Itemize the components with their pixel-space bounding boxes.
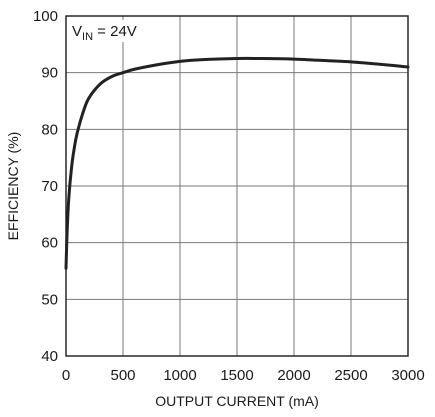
x-tick-label: 500 (110, 367, 135, 384)
annotation-main: V (72, 23, 82, 40)
x-tick-label: 1000 (163, 367, 196, 384)
x-tick-label: 3000 (391, 367, 424, 384)
annotation-subscript: IN (82, 31, 93, 43)
x-tick-label: 2000 (277, 367, 310, 384)
x-tick-label: 1500 (220, 367, 253, 384)
x-axis-label: OUTPUT CURRENT (mA) (155, 393, 319, 409)
y-tick-labels: 40 50 60 70 80 90 100 (33, 8, 58, 365)
annotation-value: = 24V (93, 23, 137, 40)
efficiency-curve (64, 56, 410, 270)
y-axis-label: EFFICIENCY (%) (5, 132, 21, 241)
y-tick-label: 100 (33, 8, 58, 25)
plot-frame (65, 15, 409, 357)
x-tick-label: 2500 (334, 367, 367, 384)
y-tick-label: 70 (41, 178, 58, 195)
grid-lines (65, 15, 409, 357)
vin-annotation: VIN = 24V (72, 23, 137, 43)
y-tick-label: 40 (41, 348, 58, 365)
annotation-background (69, 20, 149, 42)
y-tick-label: 90 (41, 65, 58, 82)
y-tick-label: 80 (41, 121, 58, 138)
y-tick-label: 60 (41, 235, 58, 252)
x-tick-label: 0 (62, 367, 70, 384)
x-tick-labels: 0 500 1000 1500 2000 2500 3000 (62, 367, 425, 384)
y-tick-label: 50 (41, 291, 58, 308)
